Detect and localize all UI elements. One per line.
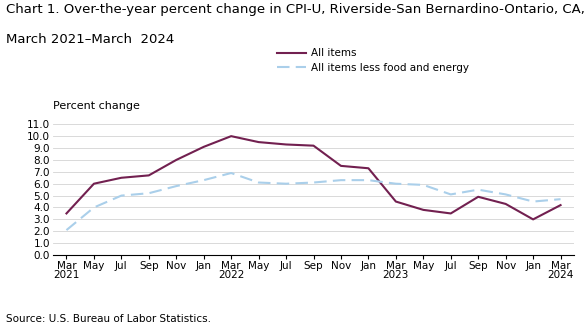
- All items less food and energy: [557, 197, 564, 201]
- All items: [227, 134, 234, 138]
- Text: March 2021–March  2024: March 2021–March 2024: [6, 33, 174, 46]
- All items less food and energy: [255, 181, 262, 184]
- All items: [200, 145, 207, 149]
- All items less food and energy: [227, 171, 234, 175]
- All items: [63, 212, 70, 215]
- All items: [255, 140, 262, 144]
- All items less food and energy: [530, 199, 537, 203]
- All items: [530, 217, 537, 221]
- All items less food and energy: [63, 228, 70, 232]
- All items less food and energy: [365, 178, 372, 182]
- All items less food and energy: [338, 178, 345, 182]
- All items less food and energy: [200, 178, 207, 182]
- All items: [310, 144, 317, 147]
- All items less food and energy: [310, 181, 317, 184]
- All items less food and energy: [173, 184, 180, 188]
- All items less food and energy: [393, 182, 400, 186]
- All items: [447, 212, 454, 215]
- All items less food and energy: [118, 194, 125, 198]
- All items: [475, 195, 482, 199]
- All items: [365, 166, 372, 170]
- Text: Source: U.S. Bureau of Labor Statistics.: Source: U.S. Bureau of Labor Statistics.: [6, 314, 211, 324]
- All items: [118, 176, 125, 180]
- Legend: All items, All items less food and energy: All items, All items less food and energ…: [277, 48, 469, 73]
- All items less food and energy: [502, 193, 509, 197]
- All items: [420, 208, 427, 212]
- All items less food and energy: [145, 191, 152, 195]
- Line: All items less food and energy: All items less food and energy: [66, 173, 561, 230]
- All items: [502, 202, 509, 206]
- All items less food and energy: [447, 193, 454, 197]
- All items: [173, 158, 180, 162]
- All items less food and energy: [420, 183, 427, 187]
- Text: Chart 1. Over-the-year percent change in CPI-U, Riverside-San Bernardino-Ontario: Chart 1. Over-the-year percent change in…: [6, 3, 585, 16]
- All items: [338, 164, 345, 168]
- All items: [282, 143, 289, 146]
- Line: All items: All items: [66, 136, 561, 219]
- All items less food and energy: [282, 182, 289, 186]
- All items: [393, 199, 400, 203]
- Text: Percent change: Percent change: [53, 101, 139, 111]
- All items: [557, 203, 564, 207]
- All items: [90, 182, 97, 186]
- All items: [145, 173, 152, 177]
- All items less food and energy: [90, 206, 97, 210]
- All items less food and energy: [475, 188, 482, 192]
